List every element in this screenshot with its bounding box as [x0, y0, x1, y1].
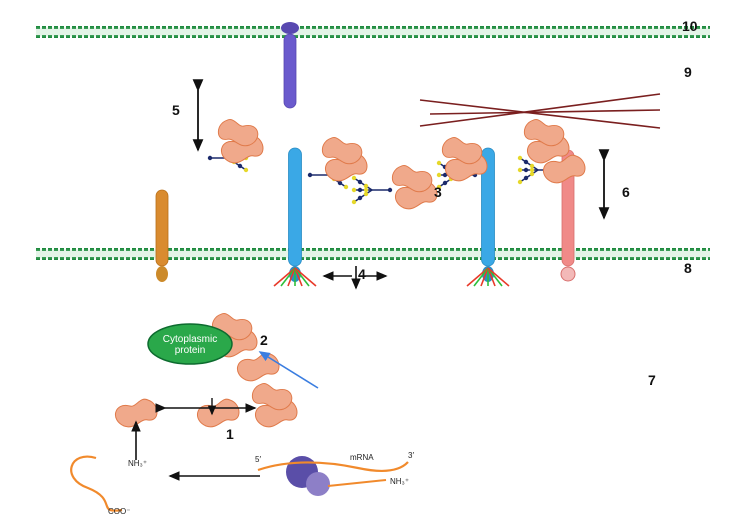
- mrna-label: mRNA: [350, 453, 374, 462]
- mrna-strand: [258, 462, 408, 471]
- label-1: 1: [226, 426, 234, 442]
- label-4: 4: [358, 266, 366, 282]
- label-5: 5: [172, 102, 180, 118]
- protein-blob: [218, 120, 257, 146]
- label-9: 9: [684, 64, 692, 80]
- svg-text:protein: protein: [175, 345, 206, 356]
- receptor-orange: [156, 190, 168, 282]
- label-2: 2: [260, 332, 268, 348]
- protein-blob: [252, 384, 291, 410]
- svg-text:3′: 3′: [408, 451, 414, 460]
- ribosome: mRNA 5′ 3′ NH₃⁺ NH₃⁺ COO⁻: [71, 451, 414, 516]
- label-7: 7: [648, 372, 656, 388]
- protein-blob: [237, 353, 279, 381]
- label-3: 3: [434, 184, 442, 200]
- actin-filament: [430, 110, 660, 114]
- label-8: 8: [684, 260, 692, 276]
- polypeptide: [71, 457, 122, 511]
- protein-blob: [442, 138, 481, 164]
- glycan: [352, 176, 392, 204]
- svg-text:5′: 5′: [255, 455, 261, 464]
- svg-text:COO⁻: COO⁻: [108, 507, 130, 516]
- svg-text:NH₃⁺: NH₃⁺: [128, 459, 147, 468]
- svg-text:Cytoplasmic: Cytoplasmic: [163, 334, 217, 345]
- protein-blob: [322, 138, 361, 164]
- receptor-blue-left: [274, 148, 316, 286]
- protein-blob: [524, 120, 563, 146]
- protein-blob: [197, 399, 239, 427]
- label-6: 6: [622, 184, 630, 200]
- membrane: [36, 250, 710, 259]
- protein-blob: [392, 166, 431, 192]
- cytoplasmic-protein: Cytoplasmicprotein: [148, 324, 232, 364]
- svg-text:NH₃⁺: NH₃⁺: [390, 477, 409, 486]
- label-10: 10: [682, 18, 698, 34]
- membrane: [36, 28, 710, 37]
